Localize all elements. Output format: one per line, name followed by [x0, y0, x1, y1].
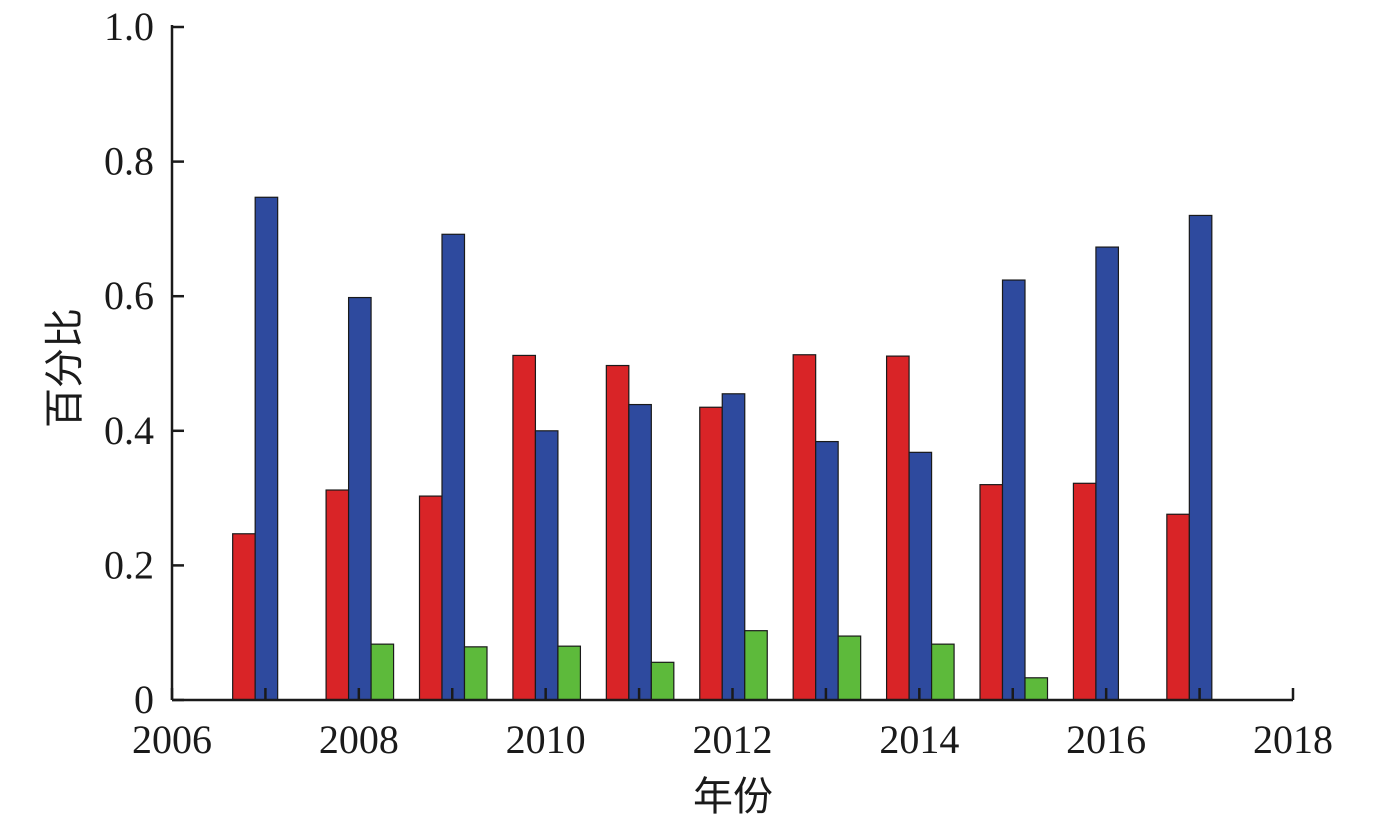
bar-2010-series-2 [534, 430, 559, 701]
bar-2012-series-2 [721, 393, 746, 701]
bar-2013-series-3 [837, 635, 862, 701]
y-tick-label: 0.2 [104, 542, 154, 587]
bar-2017-series-2 [1188, 214, 1213, 701]
bar-2015-series-3 [1024, 677, 1049, 701]
bar-2017-series-1 [1166, 513, 1190, 701]
x-tick-label: 2014 [879, 717, 959, 762]
bar-2013-series-2 [815, 440, 839, 701]
x-tick-label: 2012 [693, 717, 773, 762]
bar-2010-series-1 [512, 354, 537, 701]
y-tick-label: 0 [134, 677, 154, 722]
y-tick-label: 0.8 [104, 139, 154, 184]
bar-2009-series-1 [418, 495, 443, 701]
y-ticks-group: 0 0.2 0.4 0.6 0.8 1.0 [104, 4, 184, 722]
bar-2011-series-3 [650, 661, 675, 701]
bar-2014-series-2 [908, 451, 933, 701]
bar-2007-series-2 [254, 196, 279, 701]
bar-2007-series-1 [232, 533, 256, 701]
bar-2011-series-1 [605, 364, 630, 701]
bar-2011-series-2 [628, 403, 652, 701]
x-tick-label: 2006 [132, 717, 212, 762]
bar-2010-series-3 [557, 645, 582, 701]
bar-2008-series-1 [325, 489, 350, 701]
x-ticks-group: 2006 2008 2010 2012 2014 2016 2018 [132, 688, 1333, 762]
bar-2015-series-2 [1001, 279, 1026, 701]
x-tick-label: 2008 [319, 717, 399, 762]
bars-group [232, 196, 1213, 701]
bar-2012-series-3 [744, 630, 768, 701]
bar-2008-series-3 [370, 643, 395, 701]
bar-2012-series-1 [699, 406, 723, 701]
y-axis-title: 百分比 [42, 308, 88, 428]
bar-2014-series-3 [930, 643, 955, 701]
axes-group: 0 0.2 0.4 0.6 0.8 1.0 2006 2008 2010 2012 2014 201… [104, 4, 1333, 762]
bar-2009-series-3 [463, 646, 488, 701]
x-tick-label: 2016 [1066, 717, 1146, 762]
bar-2009-series-2 [441, 233, 466, 701]
bar-2014-series-1 [885, 355, 910, 701]
y-tick-label: 1.0 [104, 4, 154, 49]
bar-2016-series-1 [1072, 482, 1097, 701]
y-tick-label: 0.4 [104, 408, 154, 453]
x-tick-label: 2018 [1253, 717, 1333, 762]
bar-2013-series-1 [792, 354, 817, 701]
x-tick-label: 2010 [506, 717, 586, 762]
x-axis-title: 年份 [693, 774, 773, 817]
bar-2015-series-1 [979, 484, 1004, 701]
bar-2016-series-2 [1095, 246, 1120, 701]
y-tick-label: 0.6 [104, 273, 154, 318]
bar-2008-series-2 [347, 296, 372, 701]
